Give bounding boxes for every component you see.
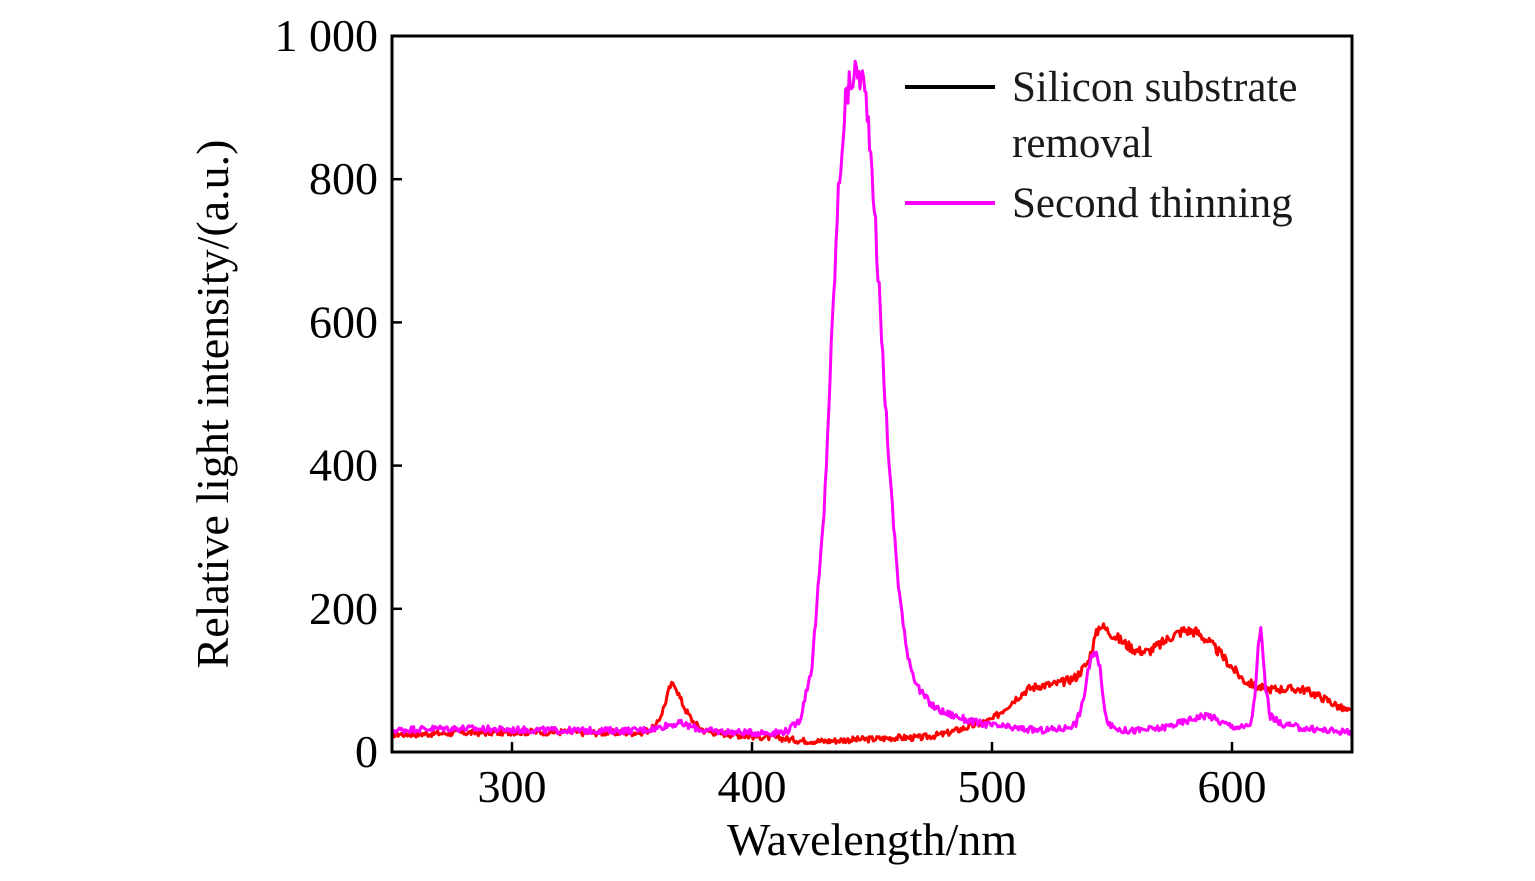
x-axis-title: Wavelength/nm	[727, 814, 1017, 865]
plot-frame	[390, 34, 1354, 754]
legend-label: Silicon substrate	[1012, 64, 1297, 111]
legend: Silicon substrate removal Second thinning	[905, 64, 1297, 227]
series-line-1	[390, 59, 1353, 738]
y-tick-label: 600	[309, 296, 378, 347]
x-tick-label: 300	[478, 761, 547, 812]
x-tick-label: 600	[1198, 761, 1267, 812]
y-tick-label: 0	[355, 726, 378, 777]
legend-label: removal	[1012, 120, 1153, 167]
legend-label: Second thinning	[1012, 180, 1293, 227]
y-tick-label: 200	[309, 583, 378, 634]
y-tick-label: 1 000	[275, 10, 379, 61]
series-line-0	[391, 622, 1354, 746]
y-tick-label: 800	[309, 153, 378, 204]
y-axis-title: Relative light intensity/(a.u.)	[187, 140, 238, 669]
x-tick-label: 500	[958, 761, 1027, 812]
axis-ticks: 300 400 500 600 0 200 400 600 800 1 000	[275, 10, 1267, 812]
series-layer	[390, 59, 1354, 746]
y-tick-label: 400	[309, 440, 378, 491]
x-tick-label: 400	[718, 761, 787, 812]
